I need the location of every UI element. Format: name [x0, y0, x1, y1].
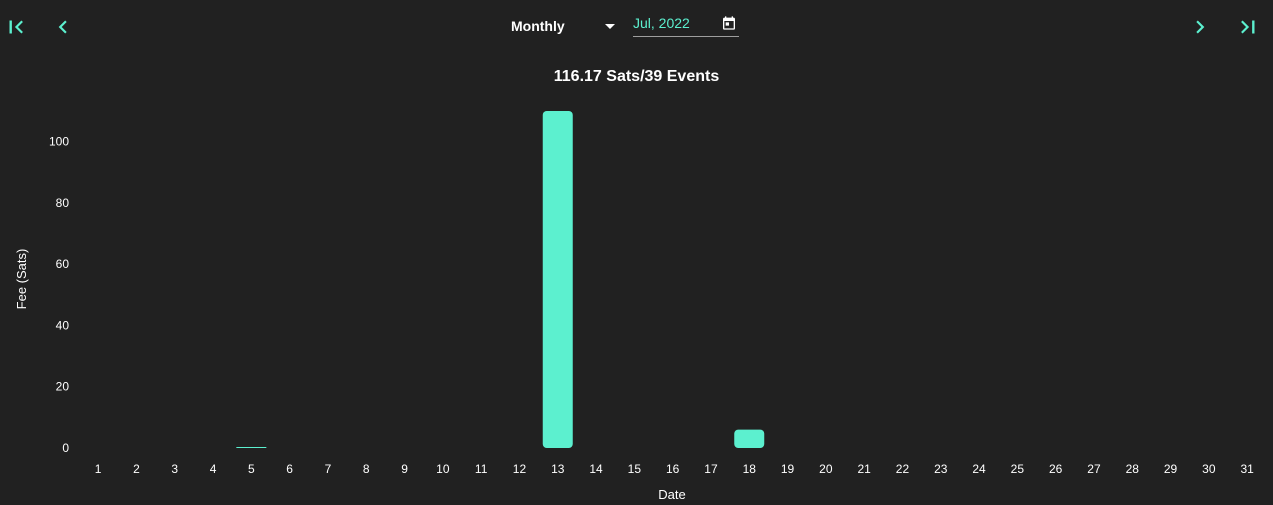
- x-tick-label: 31: [1240, 462, 1254, 476]
- caret-down-icon: [605, 23, 615, 29]
- calendar-icon[interactable]: [721, 15, 737, 31]
- x-tick-label: 5: [248, 462, 255, 476]
- skip-last-icon: [1241, 20, 1255, 34]
- x-tick-label: 13: [551, 462, 565, 476]
- date-value: Jul, 2022: [633, 15, 690, 31]
- x-tick-label: 23: [934, 462, 948, 476]
- x-tick-label: 29: [1164, 462, 1178, 476]
- x-tick-label: 17: [704, 462, 718, 476]
- x-tick-label: 11: [475, 462, 488, 476]
- x-tick-label: 26: [1049, 462, 1063, 476]
- y-tick-label: 80: [56, 196, 70, 210]
- chevron-left-icon: [58, 20, 67, 34]
- previous-button[interactable]: [50, 14, 76, 40]
- x-tick-label: 10: [436, 462, 450, 476]
- x-tick-label: 20: [819, 462, 833, 476]
- x-tick-label: 28: [1126, 462, 1140, 476]
- y-tick-label: 0: [62, 441, 69, 455]
- y-tick-label: 40: [56, 318, 70, 332]
- last-page-button[interactable]: [1235, 14, 1261, 40]
- x-tick-label: 9: [401, 462, 408, 476]
- bar[interactable]: [236, 447, 267, 448]
- x-tick-label: 2: [133, 462, 140, 476]
- range-select-label: Monthly: [511, 18, 565, 34]
- x-tick-label: 12: [513, 462, 527, 476]
- chart-title: 116.17 Sats/39 Events: [553, 68, 720, 85]
- x-tick-label: 4: [210, 462, 217, 476]
- bar[interactable]: [542, 111, 573, 448]
- x-tick-label: 15: [628, 462, 642, 476]
- month-date-field[interactable]: Jul, 2022: [633, 12, 739, 37]
- y-tick-label: 60: [56, 257, 70, 271]
- x-tick-label: 19: [781, 462, 795, 476]
- next-button[interactable]: [1187, 14, 1213, 40]
- x-tick-label: 21: [857, 462, 871, 476]
- y-tick-label: 100: [49, 135, 69, 149]
- x-tick-label: 3: [171, 462, 178, 476]
- first-page-button[interactable]: [3, 14, 29, 40]
- x-tick-label: 22: [896, 462, 910, 476]
- x-tick-label: 6: [286, 462, 293, 476]
- skip-first-icon: [9, 20, 23, 34]
- range-select[interactable]: Monthly: [511, 15, 619, 37]
- x-tick-label: 27: [1087, 462, 1101, 476]
- chevron-right-icon: [1196, 20, 1205, 34]
- x-tick-label: 8: [363, 462, 370, 476]
- bar[interactable]: [734, 429, 765, 448]
- y-axis-label: Fee (Sats): [14, 249, 29, 310]
- x-tick-label: 25: [1011, 462, 1025, 476]
- x-tick-label: 7: [325, 462, 332, 476]
- x-tick-label: 14: [589, 462, 603, 476]
- x-tick-label: 1: [95, 462, 102, 476]
- x-tick-label: 18: [743, 462, 757, 476]
- x-axis-label: Date: [658, 487, 685, 502]
- x-tick-label: 30: [1202, 462, 1216, 476]
- x-tick-label: 16: [666, 462, 680, 476]
- x-tick-label: 24: [972, 462, 986, 476]
- y-tick-label: 20: [56, 380, 70, 394]
